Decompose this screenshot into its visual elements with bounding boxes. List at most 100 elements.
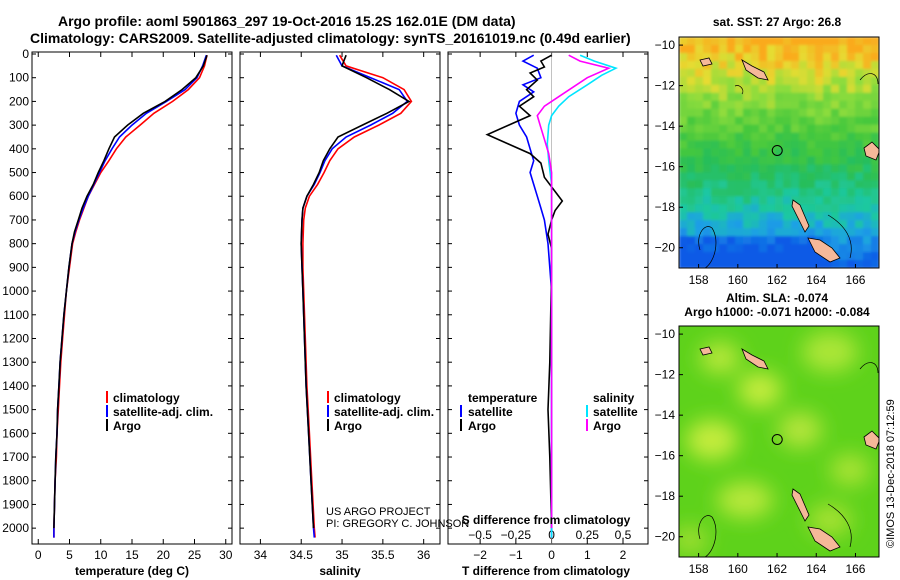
sst-cell [807,60,816,70]
difference-line-salinity-satellite [546,54,618,538]
sst-cell [711,108,720,118]
sst-cell [711,188,720,197]
sla-feature [830,454,870,486]
sst-cell [783,156,792,166]
sst-cell [871,100,879,110]
sst-cell [751,196,760,205]
sst-cell [847,37,856,46]
sst-cell [727,260,736,268]
sst-cell [823,212,832,221]
lat-tick-label: −16 [655,160,676,174]
sst-cell [871,84,879,94]
sst-cell [871,228,879,237]
sst-cell [831,44,840,54]
legend-title-salinity: salinity [593,391,635,405]
sst-cell [799,92,808,102]
sst-cell [855,100,864,110]
sst-cell [847,124,856,134]
sst-cell [703,124,712,134]
sst-cell [783,108,792,118]
x-tick-label-salinity: −0.5 [468,528,492,542]
sst-cell [823,116,832,126]
sst-cell [767,60,776,70]
sst-cell [799,108,808,118]
sst-cell [743,76,752,86]
sst-cell [855,37,864,46]
sst-cell [807,124,816,134]
salinity-panel: 34 34.5 35 35.5 36 salinity climatology sate… [239,51,469,578]
difference-salinity-legend: salinity satellite Argo [586,391,638,433]
sst-cell [847,228,856,237]
sst-cell [847,252,856,261]
sst-cell [719,188,728,197]
sst-cell [735,76,744,86]
sst-cell [719,116,728,126]
sst-cell [735,84,744,94]
sst-cell [687,44,696,54]
sst-cell [727,44,736,54]
depth-tick-label: 700 [9,213,29,227]
sst-cell [799,116,808,126]
sst-cell [711,156,720,166]
sst-cell [815,220,824,229]
sst-cell [791,84,800,94]
sst-cell [687,68,696,78]
sst-cell [799,76,808,86]
sst-cell [839,108,848,118]
sst-cell [679,60,688,70]
sst-cell [831,116,840,126]
depth-tick-label: 1300 [2,355,29,369]
sst-cell [871,204,879,213]
sst-cell [847,148,856,158]
sst-cell [679,76,688,86]
difference-panel: −2 −1 0 1 2−0.5 −0.25 0 0.25 0.5 T difference fr… [447,51,649,578]
sst-cell [831,84,840,94]
sst-cell [751,116,760,126]
sst-cell [703,236,712,245]
sst-cell [743,132,752,142]
lon-tick-label: 160 [728,273,748,287]
sst-cell [831,52,840,62]
sst-cell [703,44,712,54]
sst-cell [791,108,800,118]
sst-cell [823,188,832,197]
temperature-panel: 0100200300400500600700800900100011001200… [2,47,648,578]
sst-cell [687,156,696,166]
sst-cell [719,76,728,86]
sst-cell [807,228,816,237]
sst-cell [759,44,768,54]
sst-cell [839,260,848,268]
sst-cell [703,204,712,213]
sst-cell [799,204,808,213]
sst-cell [871,76,879,86]
sst-cell [783,148,792,158]
sst-cell [767,244,776,253]
depth-contour [827,503,852,548]
lat-tick-label: −20 [655,241,676,255]
sst-cell [679,244,688,253]
sst-cell [727,220,736,229]
sst-cell [791,124,800,134]
sst-cell [735,52,744,62]
profile-line-satellite-adj-clim- [300,54,409,538]
sst-cell [759,180,768,189]
sst-cell [735,60,744,70]
sst-cell [855,212,864,221]
sst-cell [863,212,872,221]
sst-cell [815,164,824,174]
sst-cell [815,37,824,46]
x-tick-label-salinity: 0.25 [576,528,600,542]
sst-cell [823,204,832,213]
argo-float-marker [771,144,783,156]
sst-cell [695,132,704,142]
lat-tick-label: −14 [655,119,676,133]
sst-cell [855,156,864,166]
sst-cell [687,100,696,110]
sst-cell [767,252,776,261]
sst-cell [823,132,832,142]
sst-cell [855,252,864,261]
legend-swatch-argo [106,419,108,431]
sst-cell [831,228,840,237]
sst-cell [799,228,808,237]
imos-stamp: ©IMOS 13-Dec-2018 07:12:59 [885,399,897,548]
